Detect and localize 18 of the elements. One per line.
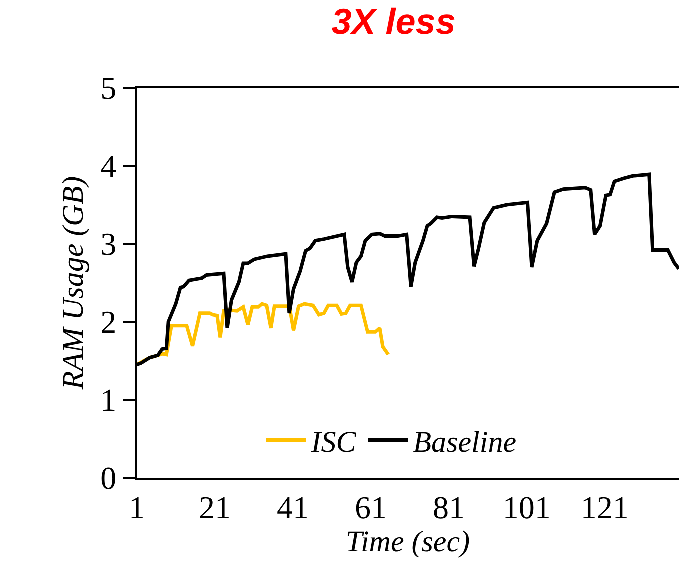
- y-tick-label: 2: [100, 304, 117, 340]
- legend-label: ISC: [310, 426, 358, 459]
- x-tick-label: 41: [276, 489, 309, 526]
- y-axis-title: RAM Usage (GB): [57, 176, 90, 391]
- y-tick-label: 3: [100, 226, 117, 262]
- x-tick-label: 21: [198, 489, 231, 526]
- x-tick-label: 61: [354, 489, 387, 526]
- x-tick-label: 1: [129, 489, 145, 526]
- y-tick-label: 1: [100, 382, 117, 418]
- x-tick-label: 121: [580, 489, 629, 526]
- legend-label: Baseline: [413, 426, 517, 459]
- x-tick-label: 101: [502, 489, 551, 526]
- x-tick-label: 81: [432, 489, 465, 526]
- x-axis-title: Time (sec): [346, 525, 470, 558]
- y-tick-label: 4: [100, 148, 117, 184]
- chart-title: 3X less: [332, 0, 456, 42]
- y-tick-label: 5: [100, 70, 117, 106]
- y-tick-label: 0: [100, 460, 117, 496]
